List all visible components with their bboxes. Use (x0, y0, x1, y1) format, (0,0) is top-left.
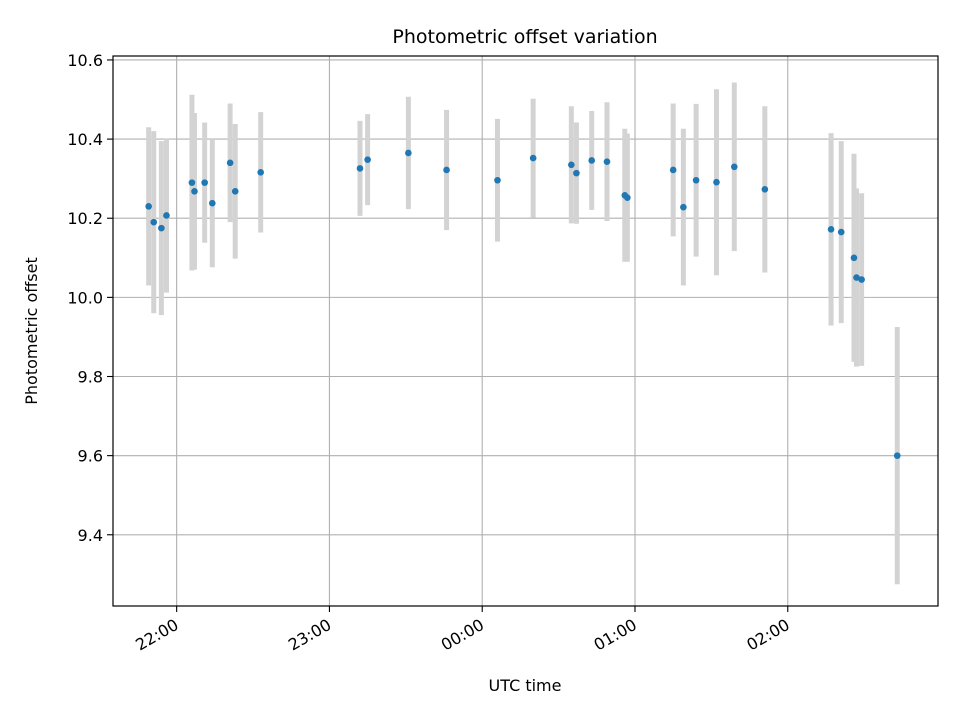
y-axis-label: Photometric offset (22, 257, 41, 405)
data-point (837, 228, 845, 236)
data-point (145, 203, 152, 210)
grid (113, 56, 938, 606)
data-point (573, 169, 580, 177)
data-point (356, 165, 364, 172)
data-point (226, 159, 234, 167)
data-point (827, 226, 835, 233)
data-point (730, 163, 738, 171)
data-point (443, 166, 450, 174)
data-point (624, 194, 631, 201)
data-point (603, 158, 611, 165)
data-points (145, 149, 901, 459)
data-point (588, 157, 596, 164)
data-point (858, 276, 865, 283)
data-point (761, 186, 769, 193)
data-point (692, 176, 700, 184)
data-point (158, 224, 165, 232)
data-point (201, 179, 208, 186)
y-tick-label: 10.4 (67, 130, 103, 149)
data-point (893, 452, 901, 459)
y-tick-label: 10.0 (67, 288, 103, 307)
data-point (364, 156, 371, 163)
data-point (713, 178, 720, 186)
y-tick-label: 9.6 (78, 447, 103, 466)
data-point (191, 188, 198, 195)
data-point (568, 161, 575, 169)
y-tick-label: 9.4 (78, 526, 103, 545)
data-point (680, 203, 687, 211)
data-point (853, 274, 860, 281)
x-axis-label: UTC time (489, 676, 562, 695)
data-point (494, 176, 501, 184)
data-point (257, 169, 264, 176)
plot-area-frame (112, 55, 939, 607)
data-point (163, 212, 170, 219)
data-point (150, 218, 158, 226)
chart-title: Photometric offset variation (392, 26, 657, 48)
data-point (405, 149, 412, 157)
y-tick-label: 10.2 (67, 209, 103, 228)
data-point (231, 188, 239, 195)
y-tick-label: 10.6 (67, 51, 103, 70)
data-point (850, 254, 858, 262)
data-point (209, 199, 216, 207)
data-point (188, 179, 196, 186)
data-point (669, 166, 677, 174)
y-tick-label: 9.8 (78, 368, 103, 387)
data-point (529, 154, 537, 162)
